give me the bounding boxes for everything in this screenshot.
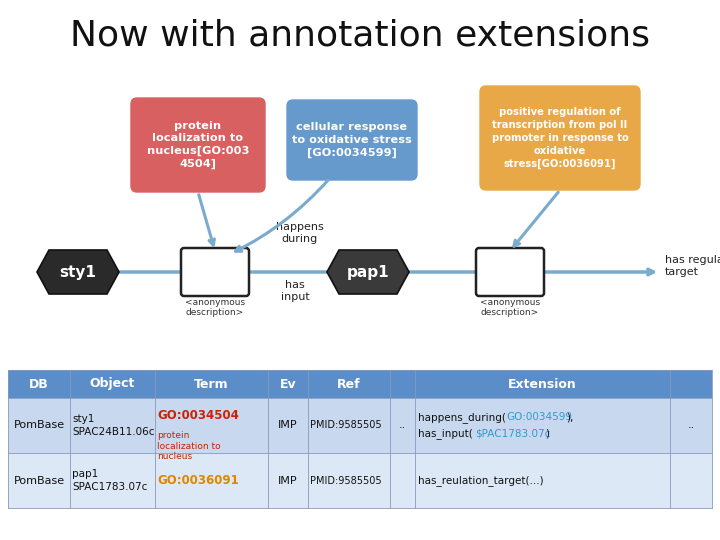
Text: pap1: pap1 (347, 265, 390, 280)
Text: positive regulation of
transcription from pol II
promoter in response to
oxidati: positive regulation of transcription fro… (492, 107, 629, 168)
Text: IMP: IMP (278, 476, 298, 485)
Text: has_input(: has_input( (418, 428, 473, 439)
Text: protein
localization to
nucleus[GO:003
4504]: protein localization to nucleus[GO:003 4… (147, 120, 249, 170)
Text: PMID:9585505: PMID:9585505 (310, 421, 382, 430)
Text: GO:0036091: GO:0036091 (157, 474, 239, 487)
Text: ..: .. (398, 421, 405, 430)
FancyBboxPatch shape (476, 248, 544, 296)
Text: Term: Term (194, 377, 228, 390)
FancyBboxPatch shape (8, 453, 712, 508)
Text: PomBase: PomBase (14, 476, 65, 485)
Polygon shape (327, 250, 409, 294)
Text: GO:0034599: GO:0034599 (506, 413, 572, 422)
Text: has regulation
target: has regulation target (665, 255, 720, 277)
Text: has_reulation_target(...): has_reulation_target(...) (418, 475, 544, 486)
Text: ),: ), (566, 413, 573, 422)
Text: PomBase: PomBase (14, 421, 65, 430)
Text: $PAC1783.07c: $PAC1783.07c (475, 429, 550, 438)
Text: happens_during(: happens_during( (418, 412, 506, 423)
Text: has
input: has input (281, 280, 310, 302)
Text: sty1
SPAC24B11.06c: sty1 SPAC24B11.06c (72, 414, 155, 437)
Text: protein
localization to
nucleus: protein localization to nucleus (157, 431, 220, 461)
FancyBboxPatch shape (181, 248, 249, 296)
Text: Ref: Ref (337, 377, 361, 390)
FancyBboxPatch shape (287, 100, 417, 180)
Text: ): ) (545, 429, 549, 438)
Text: cellular response
to oxidative stress
[GO:0034599]: cellular response to oxidative stress [G… (292, 122, 412, 158)
Text: pap1
SPAC1783.07c: pap1 SPAC1783.07c (72, 469, 148, 492)
Text: Extension: Extension (508, 377, 577, 390)
Text: IMP: IMP (278, 421, 298, 430)
Text: sty1: sty1 (60, 265, 96, 280)
Text: Now with annotation extensions: Now with annotation extensions (70, 18, 650, 52)
Text: GO:0034504: GO:0034504 (157, 409, 239, 422)
Text: Object: Object (89, 377, 135, 390)
FancyBboxPatch shape (131, 98, 265, 192)
Polygon shape (37, 250, 119, 294)
Text: <anonymous
description>: <anonymous description> (185, 298, 245, 318)
Text: happens
during: happens during (276, 222, 324, 244)
FancyBboxPatch shape (8, 398, 712, 453)
FancyBboxPatch shape (480, 86, 640, 190)
FancyBboxPatch shape (8, 370, 712, 398)
Text: DB: DB (29, 377, 49, 390)
Text: Ev: Ev (279, 377, 297, 390)
Text: <anonymous
description>: <anonymous description> (480, 298, 540, 318)
Text: PMID:9585505: PMID:9585505 (310, 476, 382, 485)
Text: ..: .. (688, 421, 695, 430)
